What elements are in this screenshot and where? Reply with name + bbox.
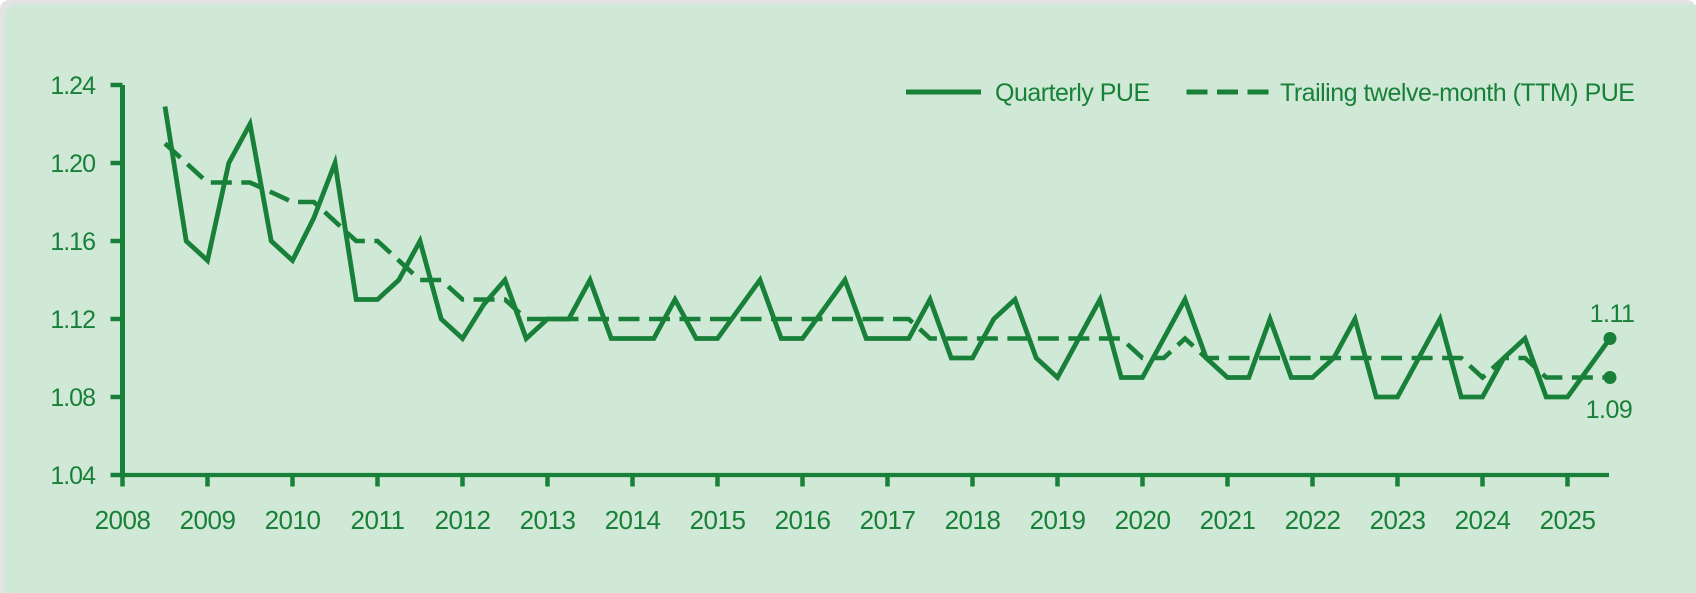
svg-text:2023: 2023 bbox=[1370, 505, 1426, 535]
svg-text:2008: 2008 bbox=[95, 505, 151, 535]
svg-text:2013: 2013 bbox=[520, 505, 576, 535]
svg-text:2021: 2021 bbox=[1200, 505, 1256, 535]
svg-text:2024: 2024 bbox=[1455, 505, 1511, 535]
svg-text:Quarterly PUE: Quarterly PUE bbox=[995, 79, 1150, 107]
svg-text:2019: 2019 bbox=[1030, 505, 1086, 535]
svg-text:2025: 2025 bbox=[1540, 505, 1596, 535]
svg-text:2010: 2010 bbox=[265, 505, 321, 535]
svg-text:2020: 2020 bbox=[1115, 505, 1171, 535]
svg-text:2011: 2011 bbox=[351, 505, 405, 535]
svg-text:2022: 2022 bbox=[1285, 505, 1341, 535]
svg-text:1.20: 1.20 bbox=[50, 150, 95, 178]
svg-text:1.24: 1.24 bbox=[50, 72, 96, 100]
svg-text:2014: 2014 bbox=[605, 505, 661, 535]
svg-text:1.08: 1.08 bbox=[50, 384, 95, 412]
svg-text:1.04: 1.04 bbox=[50, 462, 96, 490]
svg-text:2015: 2015 bbox=[690, 505, 746, 535]
svg-text:1.12: 1.12 bbox=[50, 306, 95, 334]
svg-text:Trailing twelve-month (TTM) PU: Trailing twelve-month (TTM) PUE bbox=[1280, 79, 1634, 107]
svg-text:2009: 2009 bbox=[180, 505, 236, 535]
svg-text:2017: 2017 bbox=[860, 505, 916, 535]
svg-text:2016: 2016 bbox=[775, 505, 831, 535]
svg-text:1.09: 1.09 bbox=[1586, 396, 1633, 424]
svg-text:2012: 2012 bbox=[435, 505, 491, 535]
svg-text:1.11: 1.11 bbox=[1590, 300, 1635, 328]
svg-text:1.16: 1.16 bbox=[50, 228, 95, 256]
svg-text:2018: 2018 bbox=[945, 505, 1001, 535]
